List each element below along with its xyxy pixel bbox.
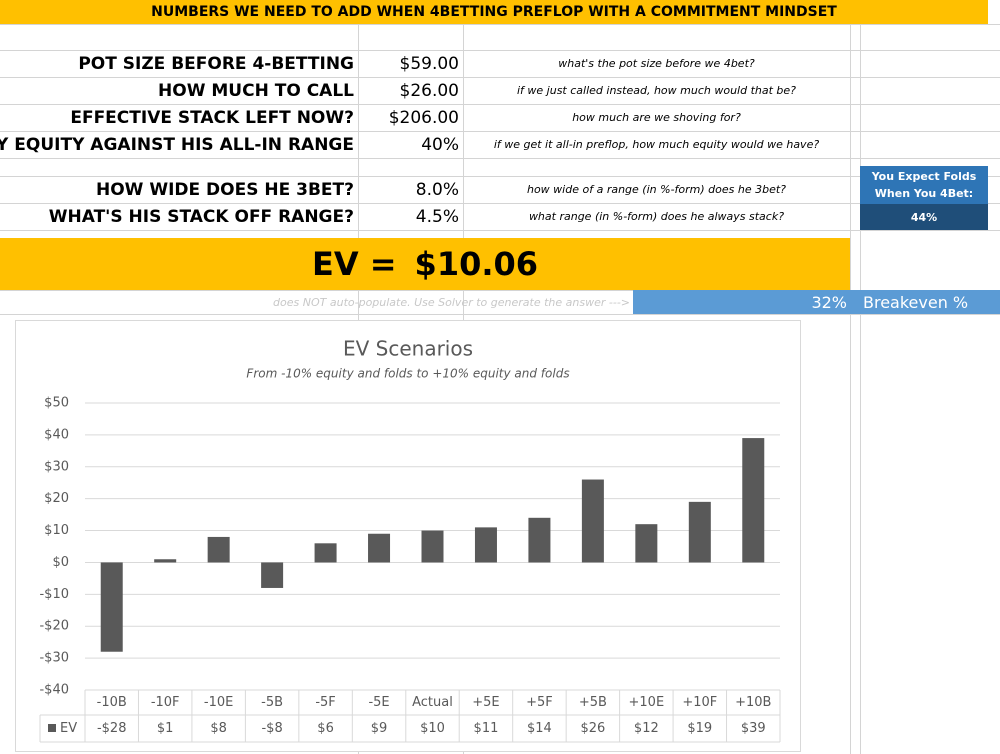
- bar: [742, 438, 765, 563]
- bar: [100, 562, 123, 652]
- y-tick-label: -$20: [39, 619, 69, 634]
- breakeven-box: 32% Breakeven %: [633, 290, 1000, 314]
- bar: [314, 543, 337, 563]
- y-tick-label: $10: [44, 523, 69, 538]
- input-label: WHAT'S HIS STACK OFF RANGE?: [48, 206, 354, 227]
- bar: [474, 527, 497, 563]
- ev-banner: EV = $10.06: [0, 238, 850, 290]
- input-note: if we just called instead, how much woul…: [516, 84, 796, 97]
- x-tick-label: Actual: [412, 695, 453, 710]
- x-tick-label: +5E: [472, 695, 499, 710]
- bar: [635, 524, 658, 563]
- y-tick-label: $0: [52, 555, 69, 570]
- legend-label: EV: [60, 721, 77, 736]
- input-value: $59.00: [399, 53, 459, 74]
- ev-label: EV =: [311, 245, 397, 283]
- bar: [154, 559, 177, 563]
- input-label: POT SIZE BEFORE 4-BETTING: [78, 53, 354, 74]
- x-tick-label: +10B: [735, 695, 771, 710]
- chart-subtitle: From -10% equity and folds to +10% equit…: [246, 367, 569, 381]
- input-value: $26.00: [399, 80, 459, 101]
- legend-marker: [48, 724, 56, 732]
- y-tick-label: -$10: [39, 587, 69, 602]
- input-value: $206.00: [388, 107, 459, 128]
- x-tick-label: -5E: [368, 695, 389, 710]
- bar: [581, 479, 604, 563]
- input-note: how much are we shoving for?: [572, 111, 741, 124]
- ev-value: $10.06: [414, 245, 539, 283]
- table-value: -$8: [261, 721, 282, 736]
- folds-value: 44%: [860, 204, 988, 230]
- table-value: $19: [687, 721, 712, 736]
- chart-frame: [15, 320, 801, 752]
- x-tick-label: +10F: [682, 695, 717, 710]
- table-value: $9: [371, 721, 388, 736]
- x-tick-label: -10B: [97, 695, 127, 710]
- folds-title: You Expect Folds When You 4Bet:: [860, 166, 988, 204]
- input-note: what's the pot size before we 4bet?: [558, 57, 755, 70]
- table-value: $26: [580, 721, 605, 736]
- x-tick-label: -10F: [151, 695, 180, 710]
- x-tick-label: -5F: [315, 695, 335, 710]
- table-value: $10: [420, 721, 445, 736]
- chart-title: EV Scenarios: [343, 337, 473, 361]
- input-label: EFFECTIVE STACK LEFT NOW?: [70, 107, 354, 128]
- bar: [688, 501, 711, 563]
- solver-note: does NOT auto-populate. Use Solver to ge…: [273, 295, 630, 309]
- x-tick-label: -5B: [261, 695, 283, 710]
- breakeven-label: Breakeven %: [863, 292, 969, 312]
- bar: [207, 536, 230, 563]
- y-tick-label: -$30: [39, 651, 69, 666]
- input-value: 4.5%: [415, 206, 459, 227]
- y-tick-label: $30: [44, 459, 69, 474]
- x-tick-label: +5B: [579, 695, 607, 710]
- y-tick-label: $40: [44, 427, 69, 442]
- input-note: if we get it all-in preflop, how much eq…: [493, 138, 820, 151]
- y-tick-label: $20: [44, 491, 69, 506]
- bar: [368, 533, 391, 563]
- input-note: how wide of a range (in %-form) does he …: [526, 183, 787, 196]
- bar: [528, 517, 551, 563]
- table-value: $8: [210, 721, 227, 736]
- y-tick-label: -$40: [39, 683, 69, 698]
- input-note: what range (in %-form) does he always st…: [528, 210, 785, 223]
- table-value: $39: [741, 721, 766, 736]
- x-tick-label: +10E: [629, 695, 665, 710]
- chart: EV Scenarios From -10% equity and folds …: [15, 320, 801, 752]
- input-value: 40%: [421, 134, 459, 155]
- bar: [261, 562, 284, 588]
- table-value: $11: [474, 721, 499, 736]
- table-value: $6: [317, 721, 334, 736]
- table-value: -$28: [97, 721, 127, 736]
- bar: [421, 530, 444, 563]
- table-value: $1: [157, 721, 174, 736]
- banner: NUMBERS WE NEED TO ADD WHEN 4BETTING PRE…: [0, 0, 988, 24]
- input-label: MY EQUITY AGAINST HIS ALL-IN RANGE: [0, 134, 354, 155]
- table-value: $12: [634, 721, 659, 736]
- x-tick-label: -10E: [204, 695, 233, 710]
- x-tick-label: +5F: [526, 695, 553, 710]
- table-value: $14: [527, 721, 552, 736]
- input-label: HOW MUCH TO CALL: [158, 80, 354, 101]
- input-value: 8.0%: [415, 179, 459, 200]
- y-tick-label: $50: [44, 396, 69, 411]
- input-label: HOW WIDE DOES HE 3BET?: [95, 179, 354, 200]
- breakeven-value: 32%: [811, 292, 847, 312]
